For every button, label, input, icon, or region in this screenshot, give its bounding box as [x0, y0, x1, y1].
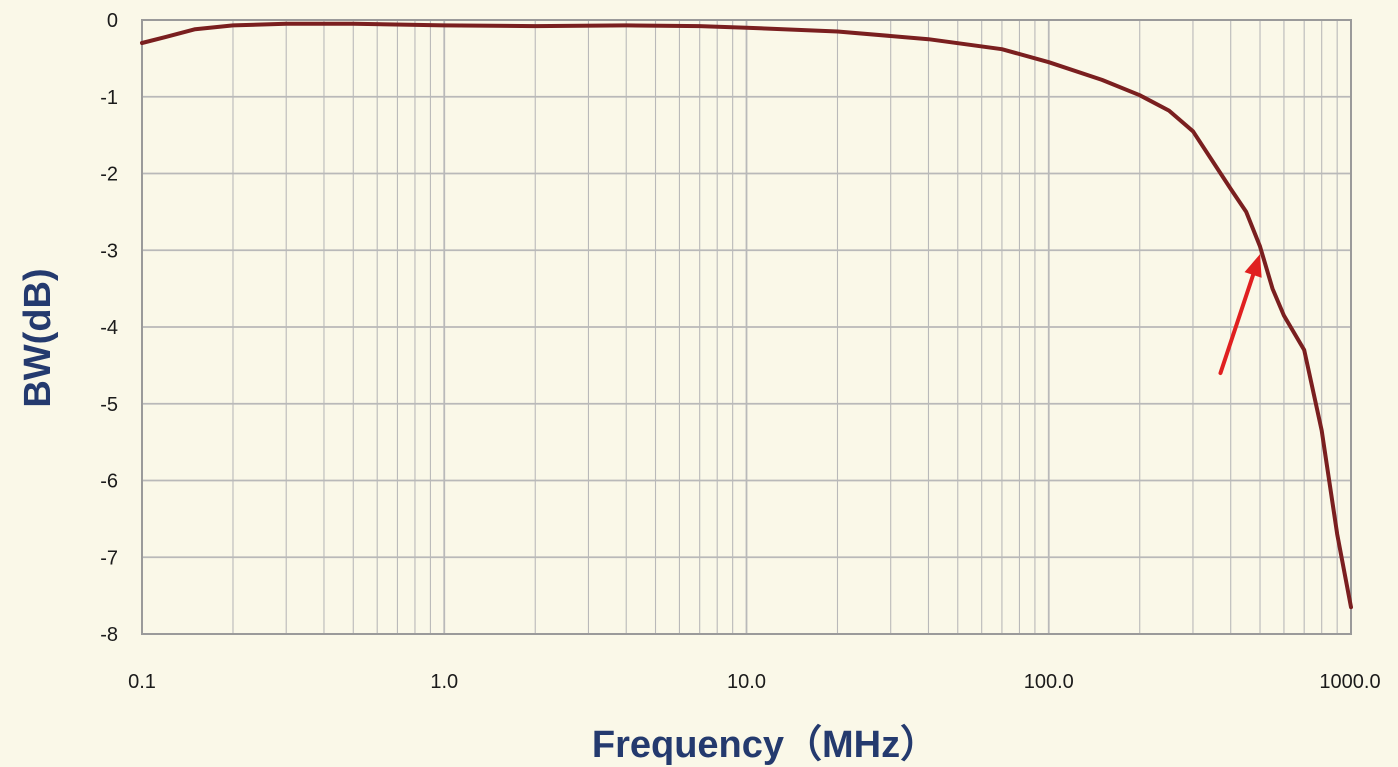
y-tick-label: -8 — [100, 624, 118, 646]
y-axis-title: BW(dB) — [17, 268, 59, 407]
annotation-layer — [1218, 254, 1262, 376]
x-tick-label: 10.0 — [727, 671, 766, 693]
series-layer — [140, 21, 1353, 610]
y-tick-label: -4 — [100, 317, 118, 339]
plot-frame — [141, 19, 1352, 635]
y-tick-label: -7 — [100, 547, 118, 569]
y-tick-label: -6 — [100, 471, 118, 493]
y-tick-label: 0 — [107, 10, 118, 32]
x-tick-label: 1000.0 — [1319, 671, 1380, 693]
y-tick-label: -3 — [100, 240, 118, 262]
annotation-arrow-shaft — [1218, 272, 1256, 376]
x-tick-labels: 0.1 1.0 10.0 100.0 1000.0 — [128, 671, 1380, 693]
x-tick-label: 1.0 — [430, 671, 458, 693]
x-tick-label: 100.0 — [1024, 671, 1074, 693]
x-tick-label: 0.1 — [128, 671, 156, 693]
y-tick-label: -2 — [100, 164, 118, 186]
y-tick-labels: 0 -1 -2 -3 -4 -5 -6 -7 -8 — [100, 10, 118, 646]
annotation-arrow-head — [1244, 254, 1262, 278]
y-tick-label: -1 — [100, 87, 118, 109]
y-tick-label: -5 — [100, 394, 118, 416]
series-line — [140, 21, 1353, 610]
x-axis-title: Frequency（MHz） — [592, 724, 938, 766]
